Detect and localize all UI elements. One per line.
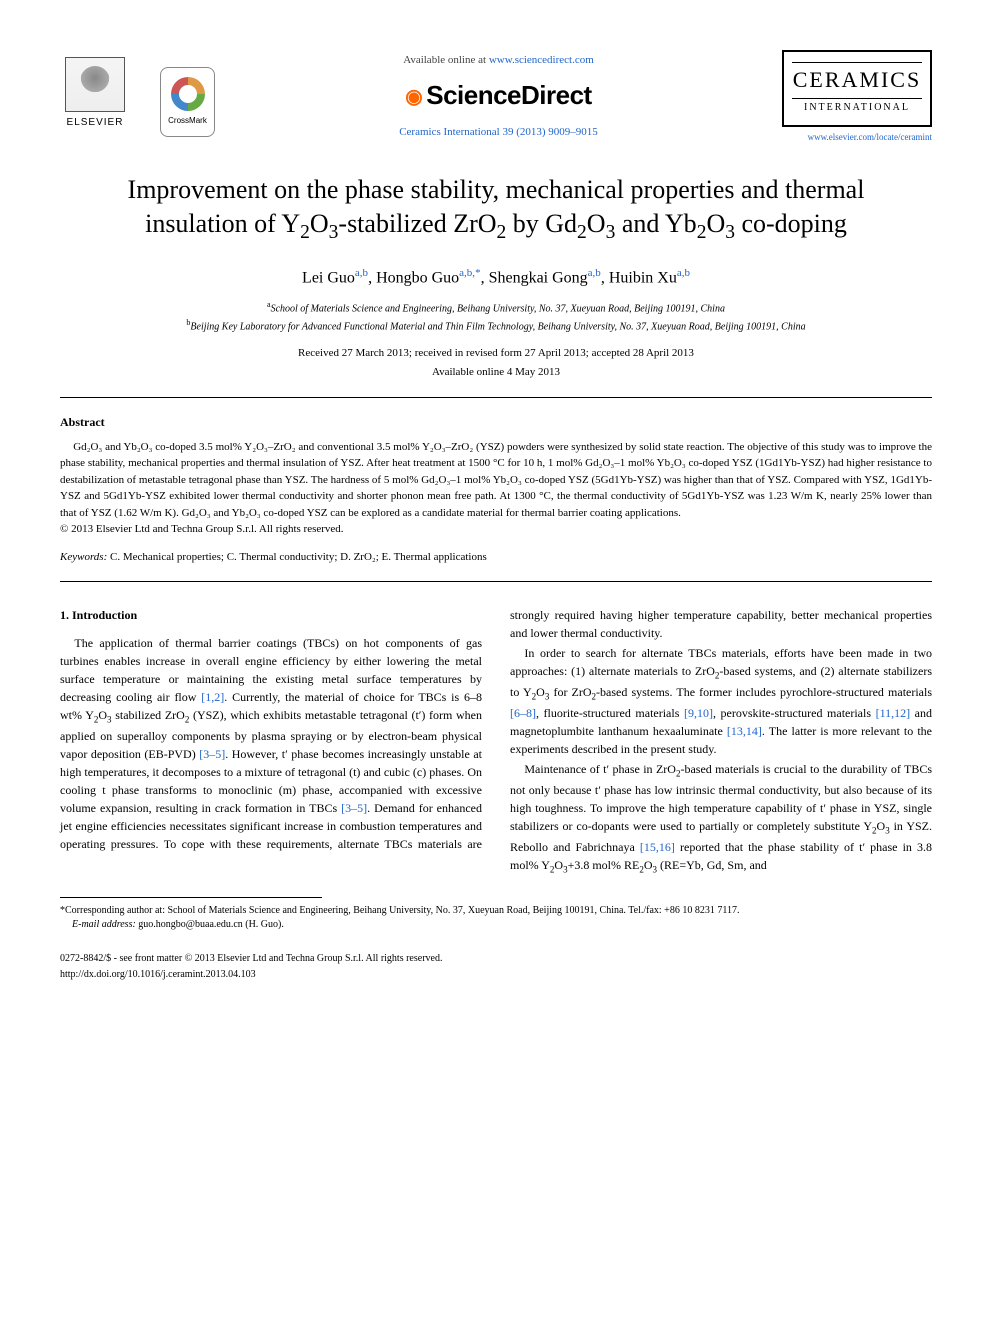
- affiliation-a: School of Materials Science and Engineer…: [271, 304, 725, 315]
- sciencedirect-logo: ScienceDirect: [235, 77, 762, 113]
- ref-11-12[interactable]: [11,12]: [876, 706, 911, 720]
- elsevier-logo: ELSEVIER: [60, 57, 130, 137]
- abstract-heading: Abstract: [60, 414, 932, 431]
- keywords-label: Keywords:: [60, 551, 107, 563]
- elsevier-text: ELSEVIER: [67, 116, 124, 130]
- keywords: Keywords: C. Mechanical properties; C. T…: [60, 550, 932, 565]
- crossmark-badge[interactable]: CrossMark: [160, 67, 215, 137]
- title-part-5: co-doping: [735, 209, 847, 238]
- author-2-corr[interactable]: *: [475, 267, 481, 279]
- footnotes: *Corresponding author at: School of Mate…: [60, 904, 932, 932]
- author-4: Huibin Xu: [609, 269, 677, 286]
- author-1-aff[interactable]: a,b: [355, 267, 368, 279]
- elsevier-tree-icon: [65, 57, 125, 112]
- author-3: Shengkai Gong: [489, 269, 588, 286]
- affiliation-b: Beijing Key Laboratory for Advanced Func…: [190, 321, 805, 332]
- email-label: E-mail address:: [72, 919, 136, 930]
- footnote-rule: [60, 897, 322, 898]
- ref-3-5b[interactable]: [3–5]: [341, 801, 367, 815]
- abstract-copyright: © 2013 Elsevier Ltd and Techna Group S.r…: [60, 521, 932, 538]
- ref-6-8[interactable]: [6–8]: [510, 706, 536, 720]
- ref-13-14[interactable]: [13,14]: [727, 724, 762, 738]
- ref-9-10[interactable]: [9,10]: [684, 706, 713, 720]
- online-date: Available online 4 May 2013: [60, 365, 932, 380]
- abstract-text: Gd₂O₃ and Yb₂O₃ co-doped 3.5 mol% Y₂O₃–Z…: [60, 439, 932, 522]
- intro-para-3: Maintenance of t′ phase in ZrO2-based ma…: [510, 760, 932, 877]
- received-dates: Received 27 March 2013; received in revi…: [60, 346, 932, 361]
- journal-brand: CERAMICS: [792, 62, 922, 99]
- article-body: 1. Introduction The application of therm…: [60, 606, 932, 876]
- issn-line: 0272-8842/$ - see front matter © 2013 El…: [60, 952, 932, 966]
- ref-15-16[interactable]: [15,16]: [640, 840, 675, 854]
- header-left: ELSEVIER CrossMark: [60, 57, 215, 137]
- corresponding-author: *Corresponding author at: School of Mate…: [60, 904, 932, 918]
- title-part-4: and Yb: [615, 209, 696, 238]
- rule-2: [60, 581, 932, 582]
- author-2: Hongbo Guo: [376, 269, 459, 286]
- available-prefix: Available online at: [403, 54, 489, 66]
- journal-url[interactable]: www.elsevier.com/locate/ceramint: [782, 131, 932, 144]
- header-center: Available online at www.sciencedirect.co…: [215, 53, 782, 140]
- ref-1-2[interactable]: [1,2]: [201, 690, 224, 704]
- author-3-aff[interactable]: a,b: [588, 267, 601, 279]
- rule-1: [60, 397, 932, 398]
- title-part-3: by Gd: [506, 209, 577, 238]
- intro-para-2: In order to search for alternate TBCs ma…: [510, 644, 932, 758]
- journal-brand-sub: INTERNATIONAL: [792, 101, 922, 115]
- keywords-text: C. Mechanical properties; C. Thermal con…: [107, 551, 486, 563]
- article-title: Improvement on the phase stability, mech…: [100, 173, 892, 245]
- affiliations: aSchool of Materials Science and Enginee…: [60, 299, 932, 334]
- crossmark-icon: [171, 77, 205, 111]
- ref-3-5a[interactable]: [3–5]: [199, 747, 225, 761]
- journal-header: ELSEVIER CrossMark Available online at w…: [60, 50, 932, 143]
- author-1: Lei Guo: [302, 269, 355, 286]
- authors-list: Lei Guoa,b, Hongbo Guoa,b,*, Shengkai Go…: [60, 266, 932, 290]
- header-right: CERAMICS INTERNATIONAL www.elsevier.com/…: [782, 50, 932, 143]
- email-address[interactable]: guo.hongbo@buaa.edu.cn (H. Guo).: [136, 919, 284, 930]
- section-1-heading: 1. Introduction: [60, 606, 482, 624]
- sciencedirect-url-link[interactable]: www.sciencedirect.com: [489, 54, 594, 66]
- journal-reference[interactable]: Ceramics International 39 (2013) 9009–90…: [235, 125, 762, 140]
- author-2-aff[interactable]: a,b,: [459, 267, 475, 279]
- doi-line[interactable]: http://dx.doi.org/10.1016/j.ceramint.201…: [60, 968, 932, 982]
- crossmark-label: CrossMark: [168, 115, 207, 126]
- author-4-aff[interactable]: a,b: [677, 267, 690, 279]
- title-part-2: -stabilized ZrO: [338, 209, 496, 238]
- available-online-text: Available online at www.sciencedirect.co…: [235, 53, 762, 68]
